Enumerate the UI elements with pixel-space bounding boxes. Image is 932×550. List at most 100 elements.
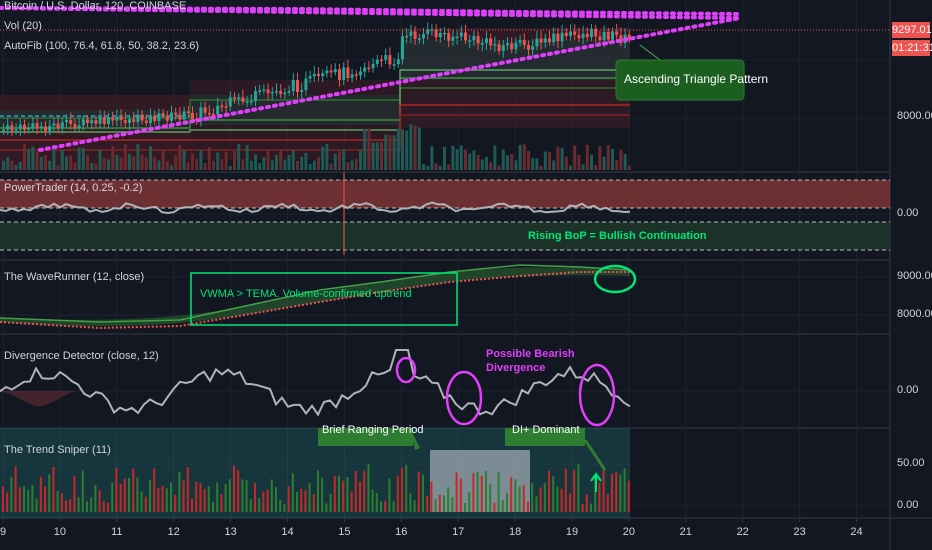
volume-bar	[493, 145, 497, 170]
di-dominant-label: DI+ Dominant	[512, 424, 580, 436]
candle-body	[388, 55, 392, 65]
time-axis-label: 9	[0, 526, 7, 538]
trendsniper-axis-50: 50.00	[897, 457, 925, 469]
trendsniper-bar	[212, 501, 214, 512]
trendsniper-bar	[254, 482, 256, 512]
symbol-title[interactable]: Bitcoin / U.S. Dollar, 120, COINBASE	[4, 0, 187, 12]
volume-bar	[506, 155, 509, 170]
trendsniper-bar	[18, 487, 21, 512]
trendsniper-bar	[174, 494, 177, 512]
time-axis-label: 10	[53, 526, 67, 538]
trendsniper-bar	[468, 492, 471, 512]
volume-bar	[144, 157, 148, 170]
volume-bar	[329, 163, 333, 170]
volume-bar	[262, 156, 266, 170]
trendsniper-bar	[283, 503, 286, 512]
candle-body	[514, 42, 518, 50]
trendsniper-bar	[186, 467, 189, 512]
candle-body	[123, 120, 127, 123]
divergence-title[interactable]: Divergence Detector (close, 12)	[4, 350, 159, 362]
candle-body	[48, 125, 52, 132]
time-axis-label: 19	[565, 526, 579, 538]
trendsniper-bar	[266, 489, 269, 512]
bearish-divergence-label-1: Possible Bearish	[486, 348, 575, 360]
trendsniper-bar	[464, 503, 466, 512]
autofib-indicator-label[interactable]: AutoFib (100, 76.4, 61.8, 50, 38.2, 23.6…	[4, 40, 200, 52]
trendsniper-bar	[275, 487, 277, 512]
candle-body	[270, 92, 274, 94]
trendsniper-bar	[111, 482, 114, 512]
time-axis-label: 23	[793, 526, 806, 538]
volume-bar	[611, 149, 614, 170]
candle-body	[128, 119, 131, 123]
price-candles	[2, 22, 631, 137]
trendsniper-bar	[10, 477, 13, 512]
powertrader-title[interactable]: PowerTrader (14, 0.25, -0.2)	[4, 182, 143, 194]
volume-bar	[287, 155, 291, 170]
volume-bar	[409, 124, 413, 170]
time-axis-label: 13	[224, 526, 237, 538]
trendsniper-bar	[556, 486, 559, 512]
candle-body	[321, 73, 325, 77]
candle-body	[548, 38, 551, 43]
candle-body	[44, 126, 47, 132]
volume-bar	[35, 151, 39, 170]
volume-bar	[489, 162, 493, 170]
trendsniper-bar	[249, 499, 252, 512]
vol-indicator-label[interactable]: Vol (20)	[4, 20, 42, 32]
trendsniper-title[interactable]: The Trend Sniper (11)	[4, 444, 111, 456]
candle-body	[531, 46, 535, 50]
trendsniper-bar	[392, 501, 395, 512]
bearish-divergence-label-2: Divergence	[486, 362, 546, 374]
trendsniper-bar	[207, 486, 210, 512]
candle-body	[178, 114, 182, 120]
candle-body	[102, 117, 106, 124]
trendsniper-bar	[438, 494, 441, 512]
volume-bar	[476, 154, 480, 170]
volume-bar	[501, 149, 505, 170]
candle-body	[539, 38, 543, 43]
volume-bar	[342, 149, 346, 170]
candle-body	[153, 115, 157, 122]
volume-bar	[128, 153, 131, 170]
candle-body	[132, 119, 136, 122]
volume-bar	[228, 165, 232, 170]
candle-body	[375, 59, 379, 64]
trendsniper-bar	[233, 465, 235, 512]
candle-body	[426, 29, 430, 35]
waverunner-title[interactable]: The WaveRunner (12, close)	[4, 271, 145, 283]
candle-body	[111, 117, 115, 121]
candle-body	[573, 31, 577, 35]
trendsniper-bar	[627, 480, 630, 512]
volume-bar	[438, 165, 442, 170]
candle-body	[170, 112, 173, 121]
volume-bar	[102, 158, 106, 170]
trendsniper-bar	[144, 496, 147, 512]
candle-body	[627, 34, 631, 39]
candle-body	[165, 115, 169, 121]
candle-body	[182, 111, 186, 120]
volume-bar	[291, 150, 295, 170]
volume-bar	[581, 164, 585, 170]
volume-bar	[212, 160, 215, 170]
candle-body	[522, 40, 526, 45]
trendsniper-bar	[409, 493, 412, 512]
trendsniper-bar	[178, 471, 181, 512]
time-axis-label: 18	[508, 526, 522, 538]
last-price-tag: 9297.01	[892, 22, 932, 38]
trendsniper-bar	[611, 473, 613, 512]
candle-body	[216, 105, 220, 115]
divergence-circles	[395, 356, 616, 427]
candle-body	[430, 29, 434, 31]
volume-bar	[199, 149, 203, 170]
time-axis-label: 11	[111, 526, 123, 538]
volume-bar	[203, 162, 207, 170]
trendsniper-bar	[300, 488, 303, 512]
trendsniper-bar	[514, 479, 517, 512]
trendsniper-bars	[2, 464, 630, 512]
trendsniper-bar	[98, 490, 101, 512]
trendsniper-bar	[128, 477, 130, 512]
time-axis-label: 21	[679, 526, 692, 538]
candle-body	[577, 34, 581, 39]
